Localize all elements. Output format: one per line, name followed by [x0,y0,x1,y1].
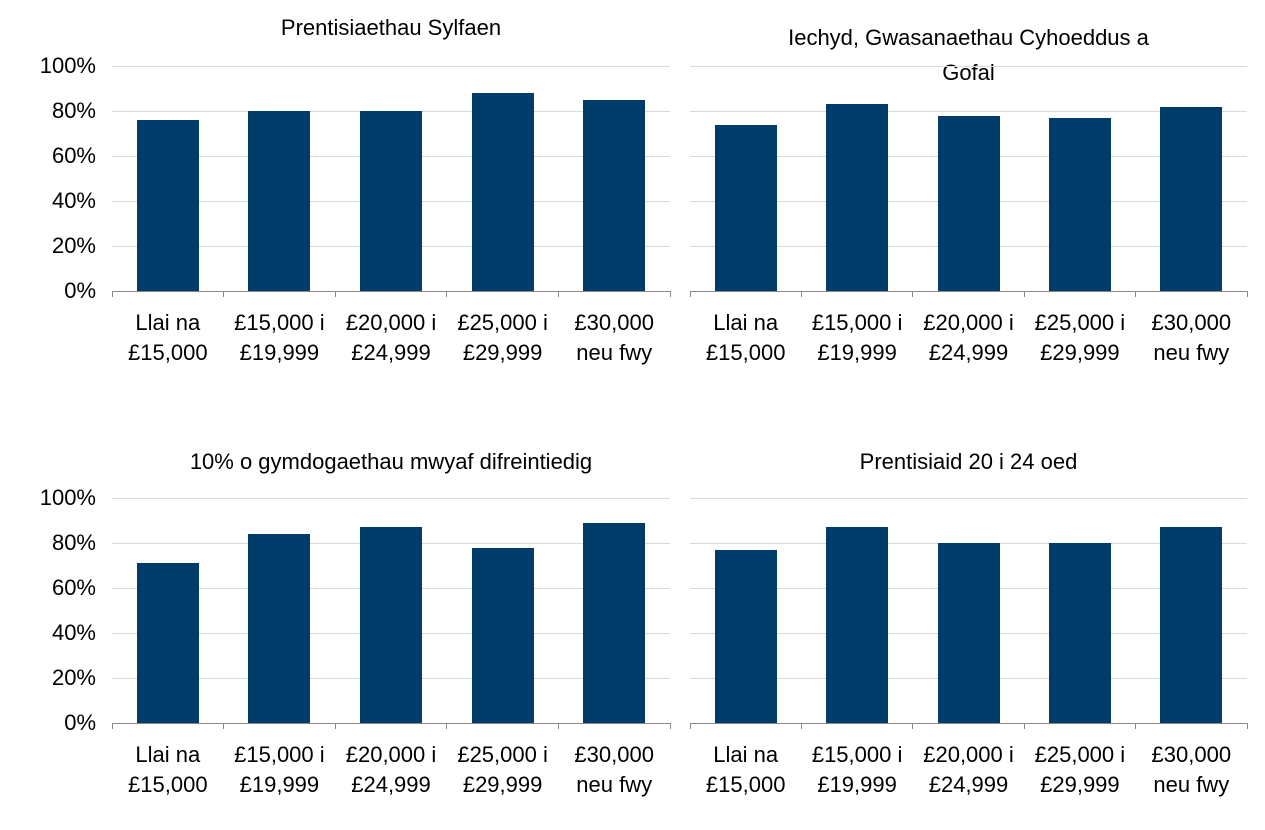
x-tick [689,723,691,729]
y-tick-label: 40% [51,620,96,645]
x-tick [800,291,802,297]
bar [937,115,1000,291]
x-tick [669,723,671,729]
bar [136,120,199,291]
x-axis [690,722,1247,724]
y-tick-label: 60% [51,143,96,168]
x-tick [912,291,914,297]
x-tick-label: £30,000 neu fwy [574,742,654,797]
grid-line [690,497,1247,499]
x-tick [334,291,336,297]
bar [471,93,534,291]
x-tick [1246,291,1248,297]
x-tick [446,723,448,729]
x-tick-label: £15,000 i £19,999 [234,742,325,797]
x-tick-label: £25,000 i £29,999 [457,742,548,797]
x-tick [557,723,559,729]
x-tick-label: £30,000 neu fwy [1151,742,1232,797]
x-tick [1023,723,1025,729]
y-tick-label: 0% [64,710,96,735]
x-tick [1023,291,1025,297]
grid-line [690,65,1247,67]
bar [583,522,646,723]
y-tick-label: 80% [51,98,96,123]
y-tick-label: 40% [51,188,96,213]
x-axis [690,290,1247,292]
chart-title: Iechyd, Gwasanaethau Cyhoeddus a Gofal [788,25,1149,85]
x-axis [112,290,670,292]
grid-line [112,65,670,67]
x-tick [1135,291,1137,297]
bar [714,124,777,291]
y-tick-label: 80% [51,530,96,555]
chart-title: Prentisiaid 20 i 24 oed [859,449,1078,474]
x-tick-label: Llai na £15,000 [128,310,208,365]
x-tick [111,291,113,297]
x-tick-label: £20,000 i £24,999 [345,742,437,797]
x-tick-label: £30,000 neu fwy [574,310,654,365]
x-tick [912,723,914,729]
x-tick-label: £15,000 i £19,999 [811,742,903,797]
bar [1048,117,1111,291]
x-tick [223,723,225,729]
x-tick [111,723,113,729]
bar [248,111,311,291]
x-tick [1246,723,1248,729]
chart-title: Prentisiaethau Sylfaen [280,15,502,40]
x-tick-label: Llai na £15,000 [128,742,208,797]
bar [1160,527,1223,723]
x-tick-label: £25,000 i £29,999 [1034,310,1126,365]
y-tick-label: 0% [64,278,96,303]
x-tick-label: £20,000 i £24,999 [923,310,1014,365]
grid-line [690,110,1247,112]
x-tick [800,723,802,729]
bar [714,549,777,723]
bar [583,99,646,291]
x-tick [557,291,559,297]
x-tick [334,723,336,729]
x-tick [1135,723,1137,729]
x-tick-label: £30,000 neu fwy [1151,310,1232,365]
x-tick [446,291,448,297]
x-tick-label: £25,000 i £29,999 [457,310,548,365]
bar [826,104,889,291]
bar [136,563,199,723]
y-tick-label: 60% [51,575,96,600]
bar [1048,543,1111,723]
x-axis [112,722,670,724]
bar [1160,106,1223,291]
chart-title: 10% o gymdogaethau mwyaf difreintiedig [189,449,593,474]
y-tick-label: 20% [51,233,96,258]
x-tick [669,291,671,297]
x-tick-label: Llai na £15,000 [705,742,786,797]
x-tick-label: £15,000 i £19,999 [811,310,903,365]
x-tick [689,291,691,297]
y-tick-label: 100% [39,485,96,510]
x-tick-label: £20,000 i £24,999 [345,310,437,365]
bar [471,547,534,723]
x-tick-label: £20,000 i £24,999 [923,742,1014,797]
bar [826,527,889,723]
x-tick [223,291,225,297]
x-tick-label: £25,000 i £29,999 [1034,742,1126,797]
bar [360,111,422,291]
bar [937,543,1000,723]
grid-line [112,497,670,499]
x-tick-label: Llai na £15,000 [705,310,786,365]
y-tick-label: 100% [39,53,96,78]
y-tick-label: 20% [51,665,96,690]
bar [360,527,422,723]
bar [248,534,311,723]
x-tick-label: £15,000 i £19,999 [234,310,325,365]
